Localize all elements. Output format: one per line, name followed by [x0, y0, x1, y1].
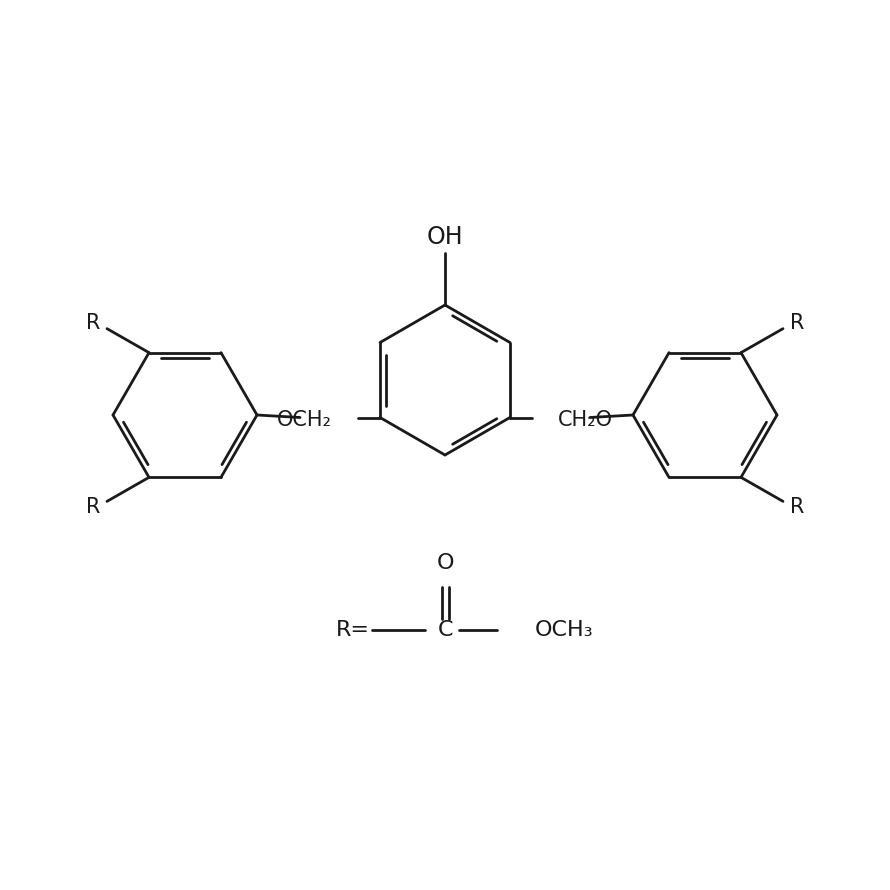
Text: OH: OH	[426, 225, 464, 249]
Text: R: R	[85, 312, 101, 333]
Text: R: R	[789, 498, 805, 517]
Text: CH₂O: CH₂O	[558, 409, 613, 430]
Text: O: O	[436, 553, 454, 573]
Text: R=: R=	[336, 620, 370, 640]
Text: OCH₂: OCH₂	[277, 409, 332, 430]
Text: OCH₃: OCH₃	[535, 620, 594, 640]
Text: R: R	[85, 498, 101, 517]
Text: R: R	[789, 312, 805, 333]
Text: C: C	[437, 620, 453, 640]
